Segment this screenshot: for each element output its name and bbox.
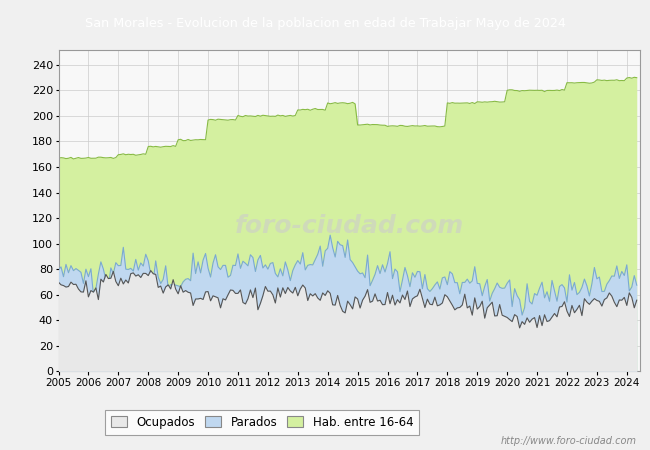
Text: foro-ciudad.com: foro-ciudad.com [235,215,464,238]
Text: http://www.foro-ciudad.com: http://www.foro-ciudad.com [501,436,637,446]
Text: San Morales - Evolucion de la poblacion en edad de Trabajar Mayo de 2024: San Morales - Evolucion de la poblacion … [84,17,566,30]
Legend: Ocupados, Parados, Hab. entre 16-64: Ocupados, Parados, Hab. entre 16-64 [105,410,419,435]
